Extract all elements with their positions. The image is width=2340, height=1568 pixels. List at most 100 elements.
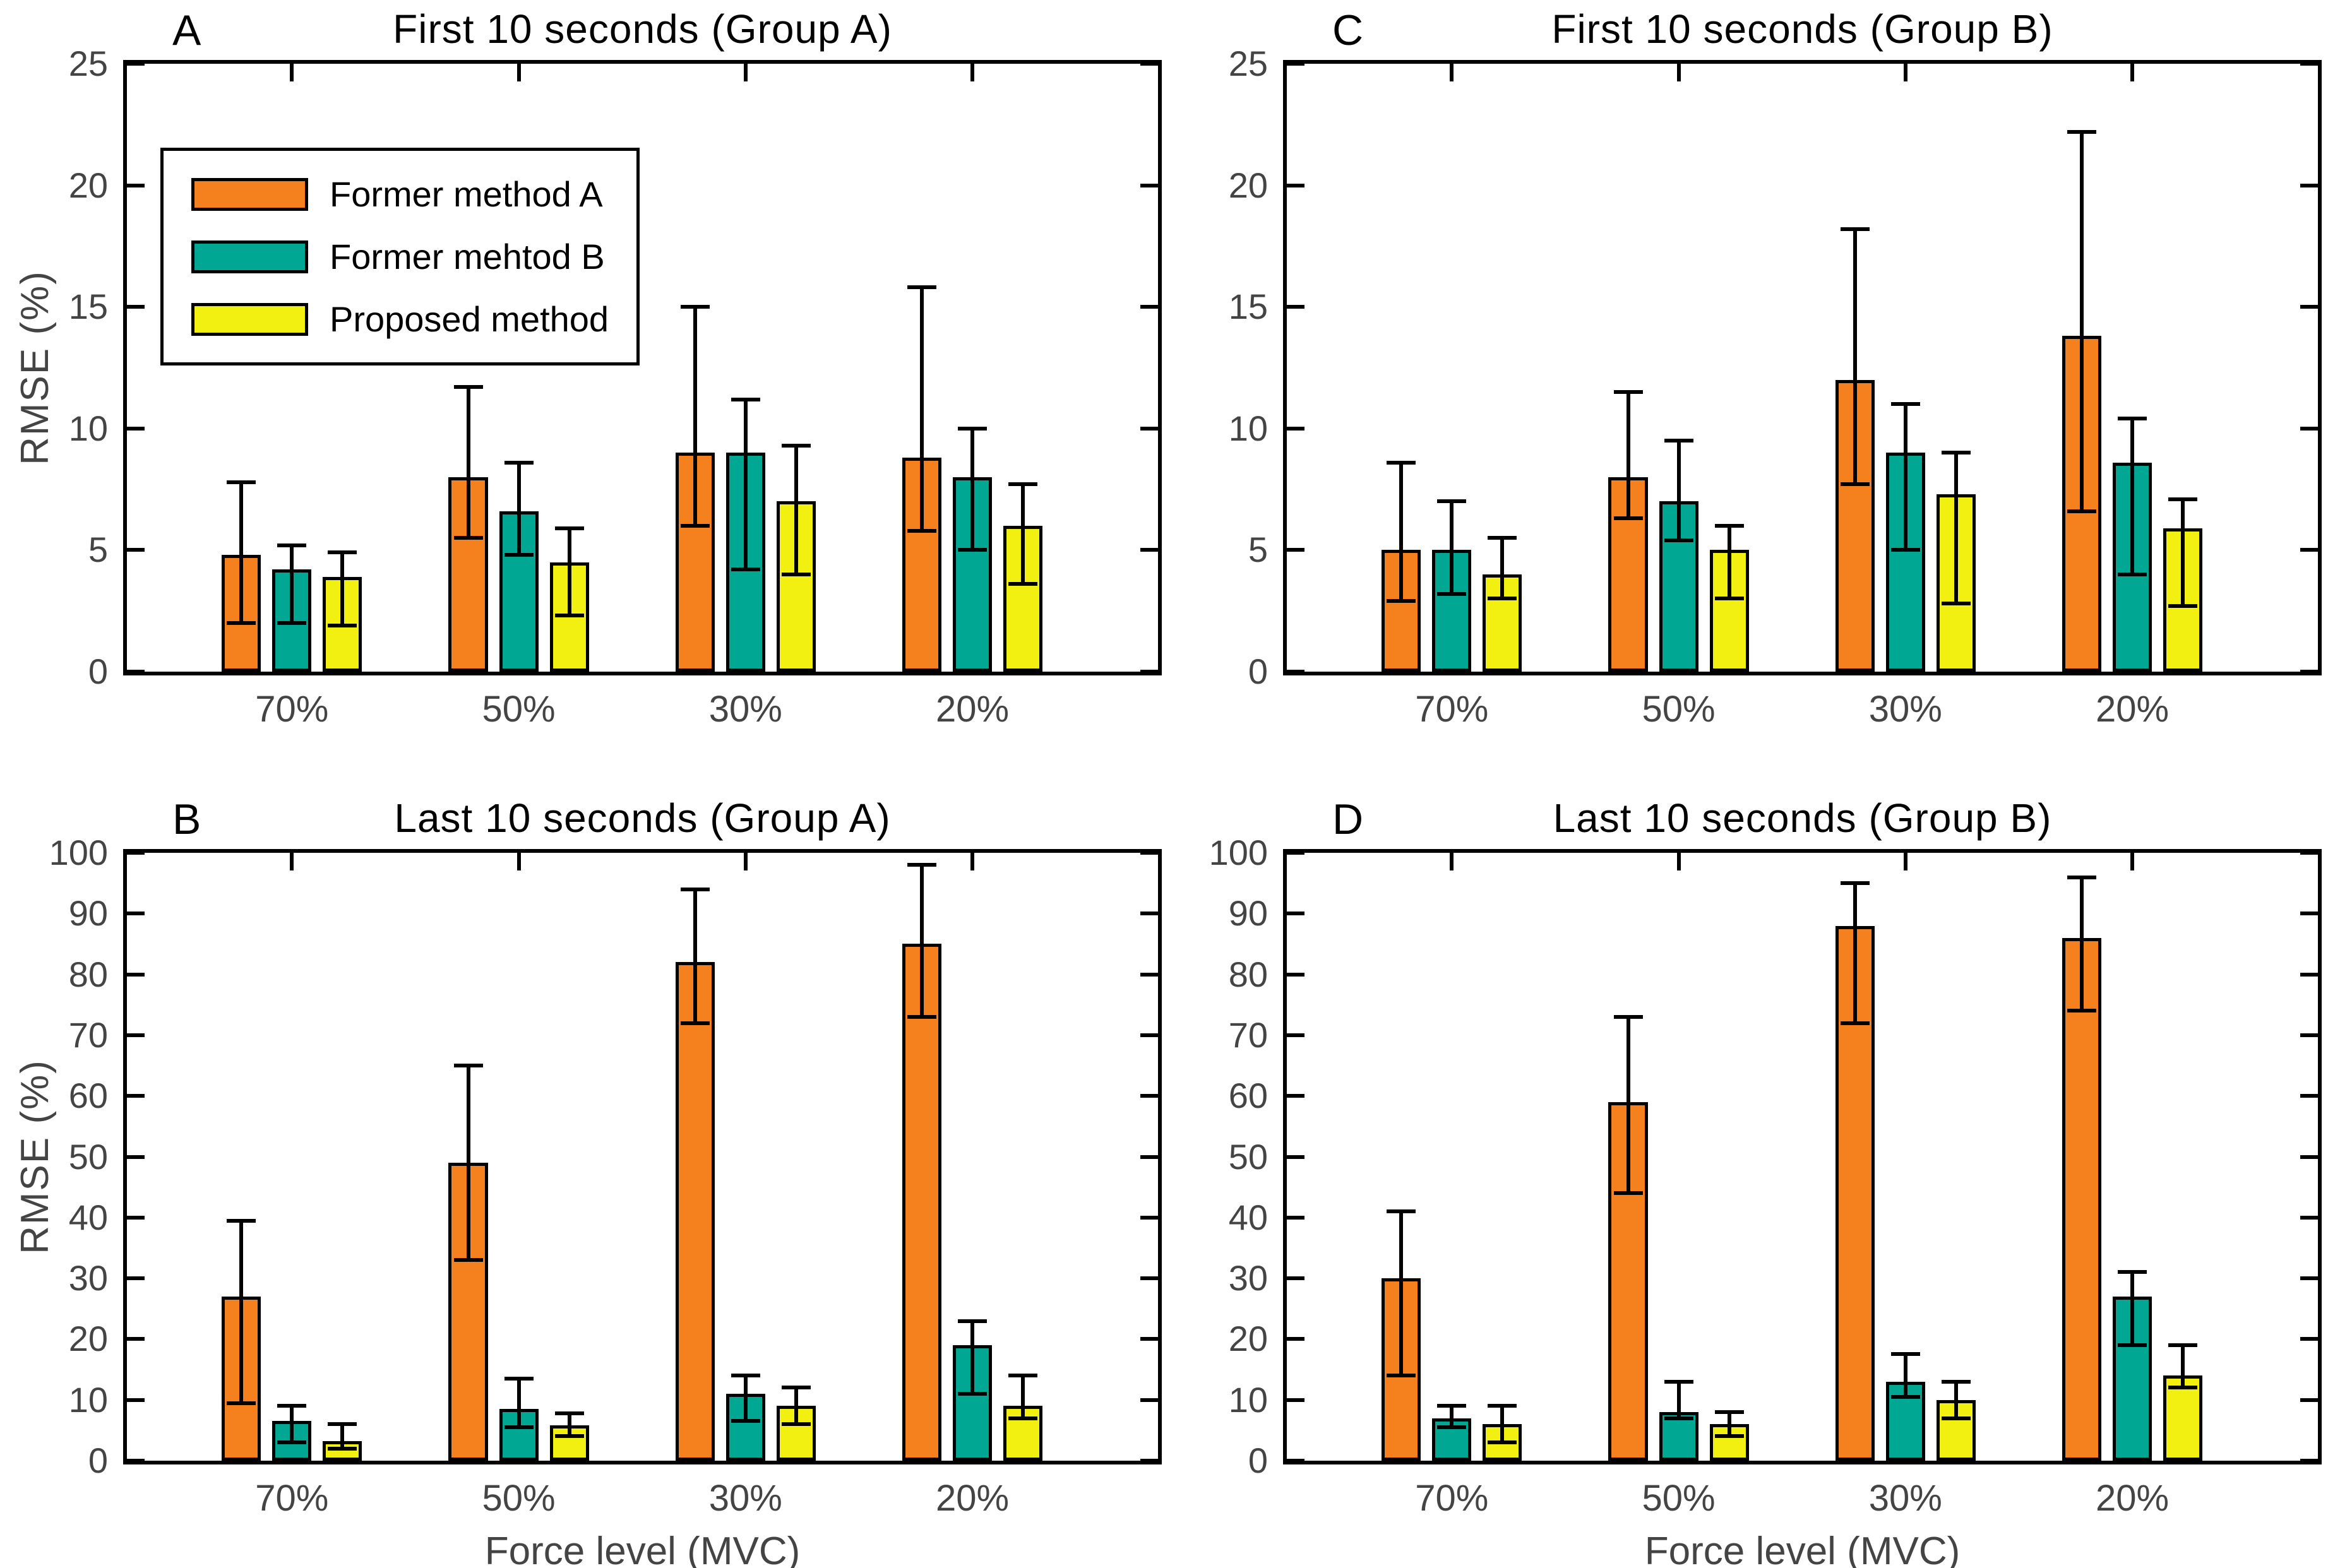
y-tick-label: 10 (68, 408, 108, 448)
error-bar-cap (328, 1422, 357, 1427)
error-bar-cap (2067, 1009, 2097, 1013)
panel-title-b: Last 10 seconds (Group A) (394, 795, 891, 841)
y-tick-mirror (2300, 62, 2318, 66)
error-bar-line (2080, 131, 2084, 511)
y-axis-label-text: RMSE (%) (13, 1059, 57, 1254)
y-tick-mirror (1140, 1094, 1158, 1098)
error-bar-cap (328, 623, 357, 627)
bar-former-method-a-30% (1835, 379, 1875, 672)
x-tick-mirror (2130, 64, 2135, 81)
y-tick-label: 20 (1228, 165, 1268, 205)
error-bar-cap (1437, 591, 1467, 596)
y-tick-label: 10 (68, 1379, 108, 1420)
error-bar-cap (453, 1258, 483, 1262)
error-bar-line (1676, 441, 1681, 540)
y-tick (1287, 305, 1304, 309)
error-bar-cap (227, 621, 256, 625)
error-bar-cap (2118, 1343, 2147, 1348)
plot-area-d: 0 10 20 30 40 50 60 70 80 90 100 70% 50% 30% 20% Force … (1209, 833, 2318, 1568)
error-bar-cap (2118, 572, 2147, 576)
error-bar-cap (453, 1064, 483, 1068)
x-tick-mirror (516, 64, 521, 81)
y-tick-label: 5 (1248, 530, 1268, 570)
error-bar-line (2130, 1272, 2135, 1346)
error-bar-cap (328, 550, 357, 555)
y-tick (127, 1337, 145, 1341)
x-tick-label: 70% (1415, 1478, 1489, 1519)
error-bar-line (340, 1424, 345, 1449)
error-bar-cap (504, 553, 534, 557)
x-tick-label: 50% (1642, 1478, 1716, 1519)
x-tick-mirror (290, 64, 294, 81)
error-bar-cap (1890, 402, 1920, 407)
error-bar-line (1626, 392, 1630, 519)
y-tick-label: 0 (88, 651, 108, 691)
error-bar-cap (1613, 390, 1643, 395)
bar-former-method-a-30% (1835, 925, 1875, 1461)
y-tick-label: 20 (68, 165, 108, 205)
error-bar-line (920, 287, 924, 531)
x-axis-label: Force level (MVC) (1644, 1529, 1961, 1568)
error-bar-cap (781, 1386, 811, 1390)
error-bar-cap (2067, 875, 2097, 879)
error-bar-cap (1613, 1191, 1643, 1196)
x-tick-mirror (970, 853, 975, 870)
y-tick-label: 100 (1209, 833, 1268, 872)
y-tick (1287, 1215, 1304, 1220)
error-bar-line (2130, 419, 2135, 574)
x-tick-label: 50% (482, 689, 556, 730)
y-tick (1287, 1033, 1304, 1037)
y-tick-mirror (1140, 1398, 1158, 1402)
y-tick-mirror (1140, 548, 1158, 552)
error-bar-line (743, 1375, 748, 1422)
y-tick-mirror (2300, 1155, 2318, 1159)
error-bar-cap (1488, 536, 1517, 540)
error-bar-line (693, 307, 697, 526)
x-tick-mirror (2130, 853, 2135, 870)
error-bar-cap (1941, 602, 1971, 606)
error-bar-line (1626, 1017, 1630, 1194)
panel-c: C First 10 seconds (Group B) 0 5 10 15 20 25 7… (1229, 6, 2322, 730)
y-tick-label: 40 (68, 1197, 108, 1237)
error-bar-cap (277, 1404, 307, 1408)
error-bar-cap (781, 1422, 811, 1427)
error-bar-cap (1714, 1410, 1744, 1414)
y-tick (1287, 972, 1304, 977)
error-bar-line (1450, 1406, 1454, 1428)
y-tick-label: 10 (1228, 408, 1268, 448)
panel-d: D Last 10 seconds (Group B) 0 10 20 30 40 50 6… (1209, 795, 2322, 1568)
y-tick (127, 183, 145, 187)
y-tick (127, 1459, 145, 1463)
error-bar-cap (1664, 538, 1693, 542)
error-bar-line (970, 428, 975, 550)
bar-former-mehtod-b-20% (2113, 462, 2152, 672)
y-tick-label: 10 (1228, 1379, 1268, 1420)
error-bar-line (2181, 1345, 2185, 1388)
y-tick-mirror (1140, 1215, 1158, 1220)
error-bar-cap (453, 385, 483, 389)
x-tick-mirror (1450, 64, 1454, 81)
error-bar-line (2080, 877, 2084, 1011)
y-tick-mirror (2300, 1337, 2318, 1341)
y-tick-mirror (2300, 1033, 2318, 1037)
x-tick-label: 20% (2096, 1478, 2170, 1519)
error-bar-cap (453, 536, 483, 540)
error-bar-line (1954, 1381, 1958, 1418)
yellow-swatch-icon (191, 302, 308, 336)
error-bar-cap (328, 1446, 357, 1451)
error-bar-cap (504, 1425, 534, 1430)
y-tick (127, 305, 145, 309)
y-tick (1287, 548, 1304, 552)
error-bar-cap (1488, 1440, 1517, 1445)
bar-former-method-a-30% (675, 962, 715, 1461)
y-tick (1287, 62, 1304, 66)
y-tick-mirror (1140, 62, 1158, 66)
error-bar-cap (958, 548, 988, 552)
panel-a: A First 10 seconds (Group A) 0 5 10 15 20 25 7… (13, 6, 1162, 730)
x-tick-mirror (1903, 64, 1907, 81)
error-bar-cap (1437, 499, 1467, 504)
y-tick-mirror (1140, 1459, 1158, 1463)
error-bar-cap (907, 863, 937, 867)
error-bar-cap (731, 567, 760, 572)
